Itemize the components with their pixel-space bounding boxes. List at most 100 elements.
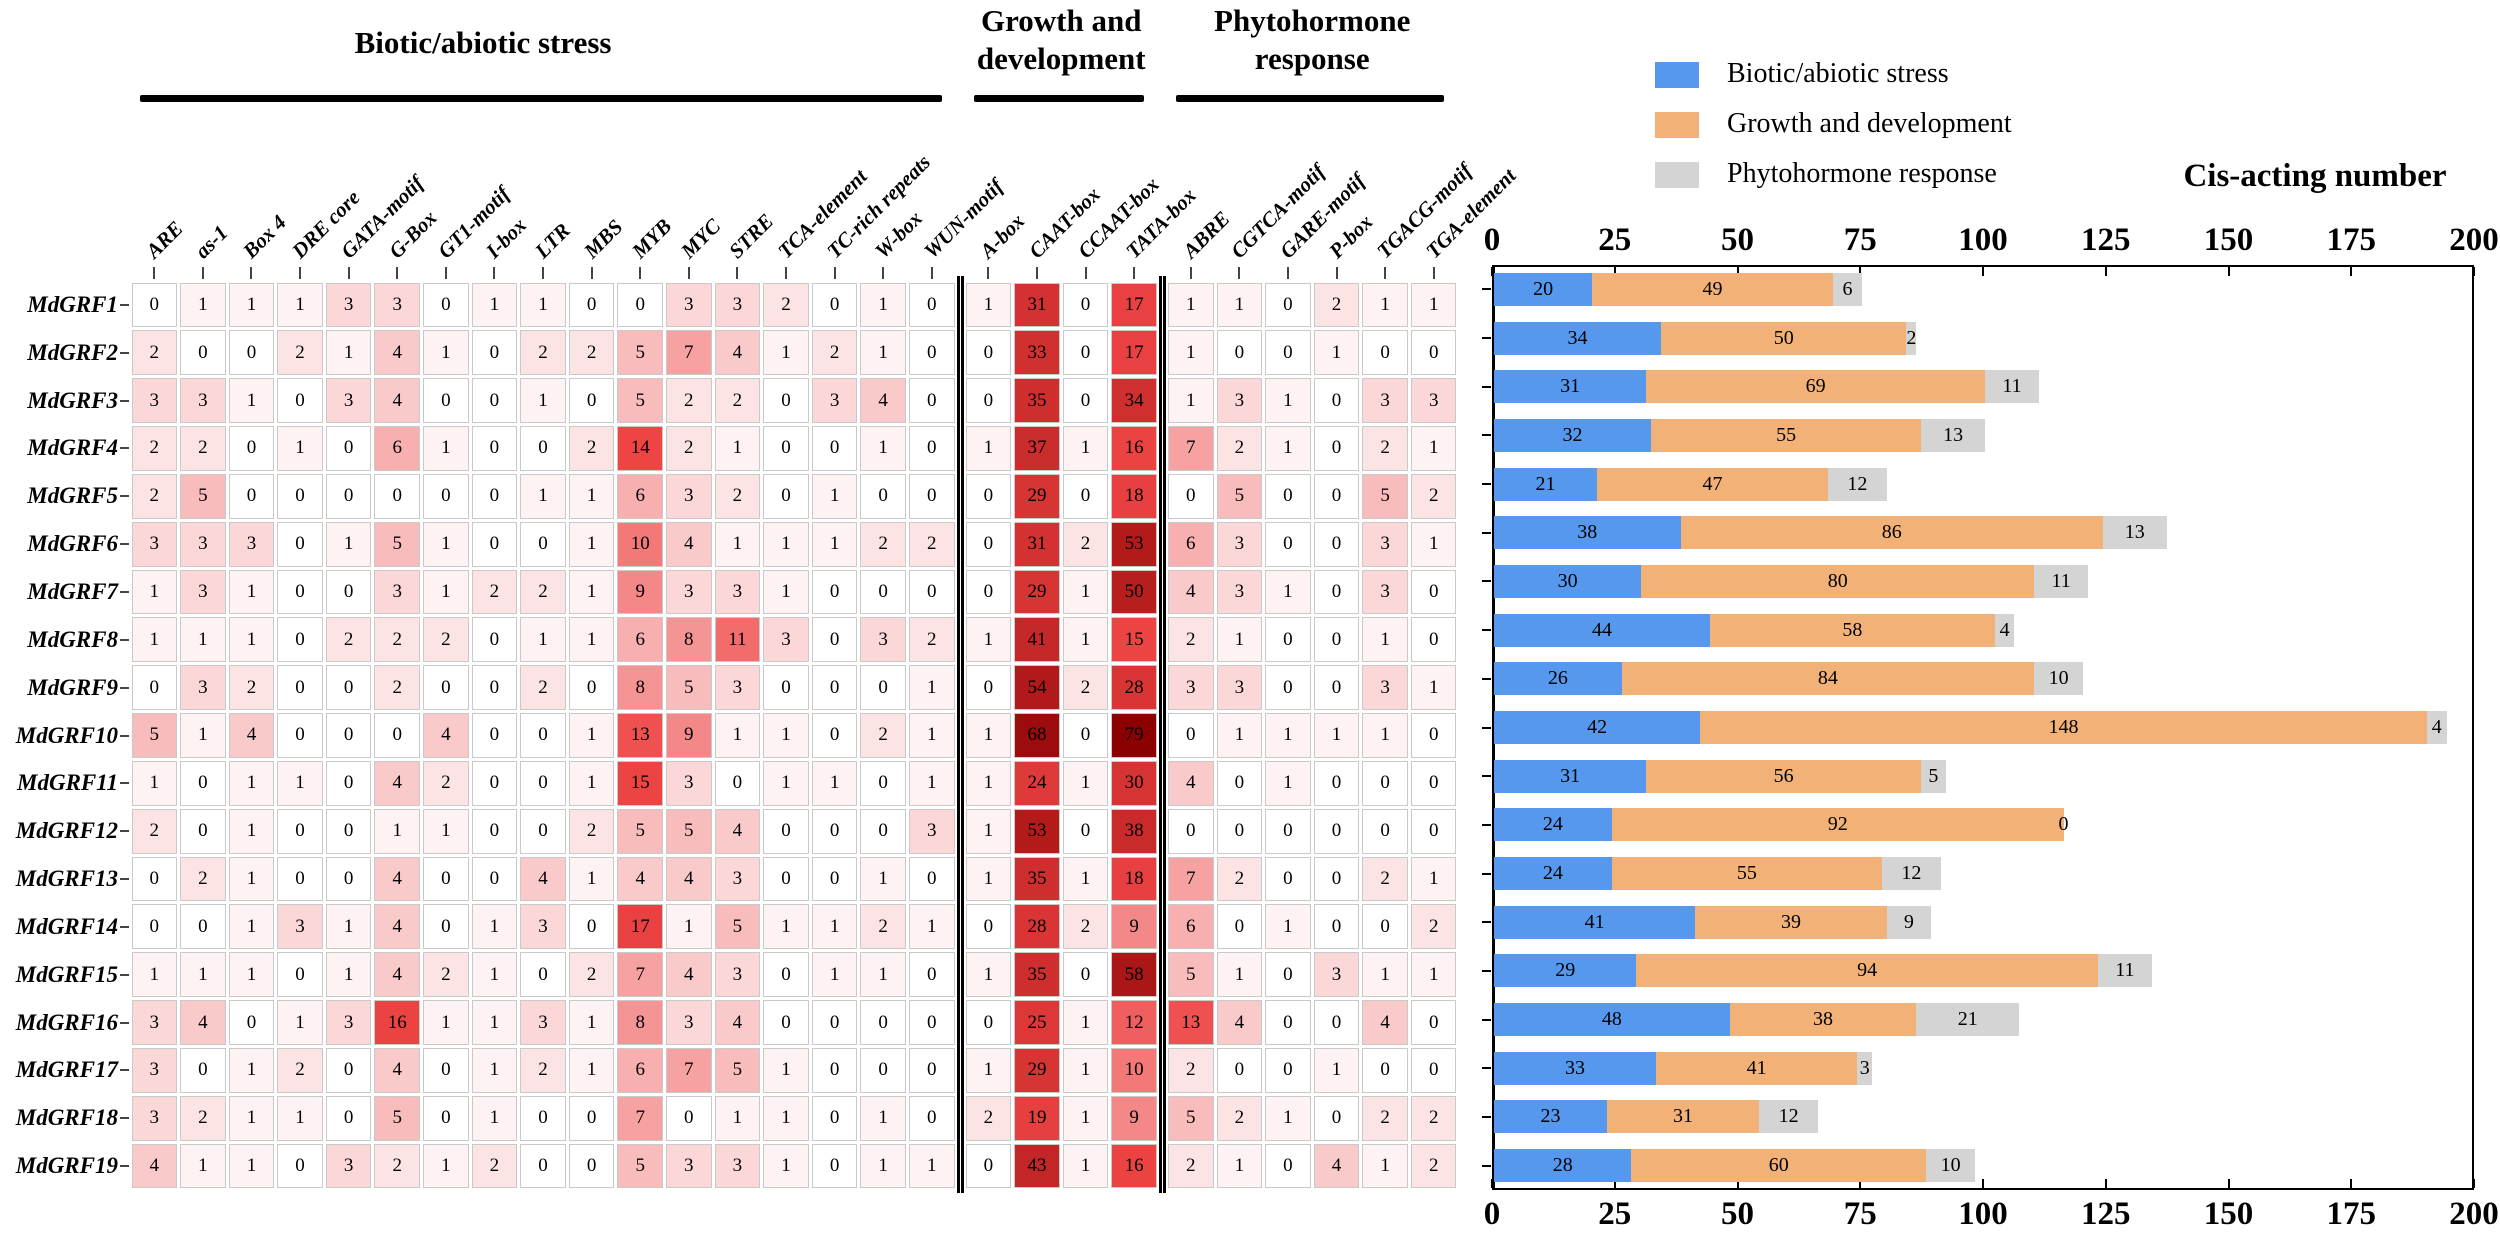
bar-segment-value: 33 (1565, 1056, 1585, 1079)
group-title-line: Phytohormone (1214, 3, 1411, 38)
heatmap-cell: 8 (666, 617, 712, 663)
bar-segment-hormone: 5 (1921, 759, 1946, 793)
bar-segment-value: 34 (1567, 326, 1588, 349)
heatmap-cell: 1 (1062, 426, 1109, 471)
heatmap-cell: 2 (1410, 904, 1457, 950)
heatmap-cell: 0 (965, 1143, 1012, 1189)
bar-segment-value: 86 (1881, 521, 1902, 544)
heatmap-cell: 0 (471, 330, 518, 376)
heatmap-cell: 3 (714, 282, 761, 328)
heatmap-cell: 3 (277, 904, 323, 950)
heatmap-cell: 1 (1410, 282, 1457, 328)
heatmap-cell: 0 (568, 282, 615, 328)
bar-segment-growth: 148 (1700, 711, 2427, 744)
heatmap-cell: 0 (1265, 282, 1311, 328)
bar-segment-stress: 33 (1494, 1051, 1657, 1085)
heatmap-cell: 1 (228, 1095, 275, 1141)
bar-segment-value: 4 (1999, 618, 2010, 641)
heatmap-cell: 1 (277, 282, 323, 328)
heatmap-cell: 1 (1313, 713, 1360, 758)
group-separator (956, 276, 964, 1193)
heatmap-cell: 0 (811, 1095, 858, 1141)
bar-segment-growth: 55 (1611, 857, 1882, 891)
heatmap-cell: 1 (763, 1143, 809, 1189)
heatmap-cell: 1 (423, 808, 469, 854)
heatmap-cell: 1 (277, 1095, 323, 1141)
heatmap-cell: 0 (908, 1000, 955, 1045)
heatmap-cell: 1 (228, 856, 275, 902)
bar-segment-hormone: 12 (1827, 467, 1887, 501)
heatmap-cell: 14 (617, 426, 663, 471)
bar-segment-growth: 50 (1660, 321, 1907, 355)
bar-row-tick (1482, 580, 1491, 583)
group-underline-1 (974, 95, 1145, 102)
heatmap-cell: 1 (180, 1143, 226, 1189)
row-tick (120, 543, 129, 546)
heatmap-cell: 6 (1167, 904, 1214, 950)
heatmap-cell: 1 (763, 713, 809, 758)
heatmap-cell: 0 (908, 856, 955, 902)
heatmap-cell: 0 (520, 713, 566, 758)
heatmap-cell: 1 (1167, 330, 1214, 376)
heatmap-cell: 2 (1062, 521, 1109, 567)
heatmap-cell: 3 (325, 282, 372, 328)
heatmap-cell: 2 (520, 330, 566, 376)
column-tick (590, 267, 593, 279)
heatmap-cell: 1 (568, 1000, 615, 1045)
bar-segment-growth: 31 (1606, 1100, 1760, 1134)
bar-segment-value: 42 (1587, 716, 1608, 738)
heatmap-cell: 0 (1265, 952, 1311, 998)
x-axis-label-top: 100 (1958, 222, 2008, 258)
heatmap-cell: 1 (325, 904, 372, 950)
heatmap-cell: 4 (374, 856, 421, 902)
heatmap-cell: 7 (666, 330, 712, 376)
heatmap-cell: 35 (1014, 952, 1060, 998)
heatmap-cell: 7 (617, 1095, 663, 1141)
heatmap-cell: 28 (1014, 904, 1060, 950)
heatmap-cell: 2 (860, 713, 906, 758)
heatmap-cell: 1 (1062, 1047, 1109, 1093)
heatmap-cell: 5 (180, 473, 226, 519)
heatmap-cell: 2 (277, 330, 323, 376)
bar-segment-value: 29 (1555, 959, 1576, 982)
heatmap-cell: 1 (568, 521, 615, 567)
heatmap-cell: 2 (1216, 426, 1263, 471)
bar-segment-value: 3 (1859, 1056, 1870, 1079)
row-label: MdGRF10 (15, 722, 118, 748)
heatmap-cell: 3 (131, 1047, 178, 1093)
heatmap-cell: 3 (1410, 378, 1457, 423)
heatmap-cell: 5 (374, 521, 421, 567)
heatmap-cell: 1 (1216, 617, 1263, 663)
bar-row-tick (1482, 823, 1491, 826)
heatmap-cell: 1 (965, 856, 1012, 902)
heatmap-cell: 0 (1167, 713, 1214, 758)
group-title-line: Biotic/abiotic stress (354, 25, 612, 60)
heatmap-cell: 3 (1216, 569, 1263, 615)
heatmap-cell: 3 (714, 1143, 761, 1189)
heatmap-cell: 3 (666, 473, 712, 519)
heatmap-cell: 3 (714, 569, 761, 615)
heatmap-cell: 1 (1362, 617, 1408, 663)
heatmap-cell: 0 (520, 808, 566, 854)
heatmap-cell: 1 (325, 952, 372, 998)
heatmap-cell: 3 (1362, 569, 1408, 615)
heatmap-cell: 2 (1216, 1095, 1263, 1141)
heatmap-cell: 1 (568, 473, 615, 519)
heatmap-cell: 7 (1167, 426, 1214, 471)
heatmap-cell: 0 (325, 473, 372, 519)
x-axis-tick-top (1859, 267, 1862, 276)
heatmap-cell: 15 (617, 760, 663, 806)
heatmap-cell: 1 (1265, 904, 1311, 950)
row-label: MdGRF9 (27, 674, 118, 700)
bar-segment-growth: 84 (1621, 662, 2035, 696)
heatmap-cell: 1 (423, 1143, 469, 1189)
heatmap-cell: 0 (1216, 330, 1263, 376)
heatmap-cell: 0 (1313, 904, 1360, 950)
heatmap-cell: 0 (860, 1000, 906, 1045)
row-label: MdGRF2 (27, 339, 118, 365)
heatmap-cell: 0 (1265, 665, 1311, 711)
heatmap-cell: 19 (1014, 1095, 1060, 1141)
x-axis-label-bottom: 125 (2081, 1196, 2131, 1232)
heatmap-cell: 0 (131, 904, 178, 950)
heatmap-cell: 0 (1216, 904, 1263, 950)
